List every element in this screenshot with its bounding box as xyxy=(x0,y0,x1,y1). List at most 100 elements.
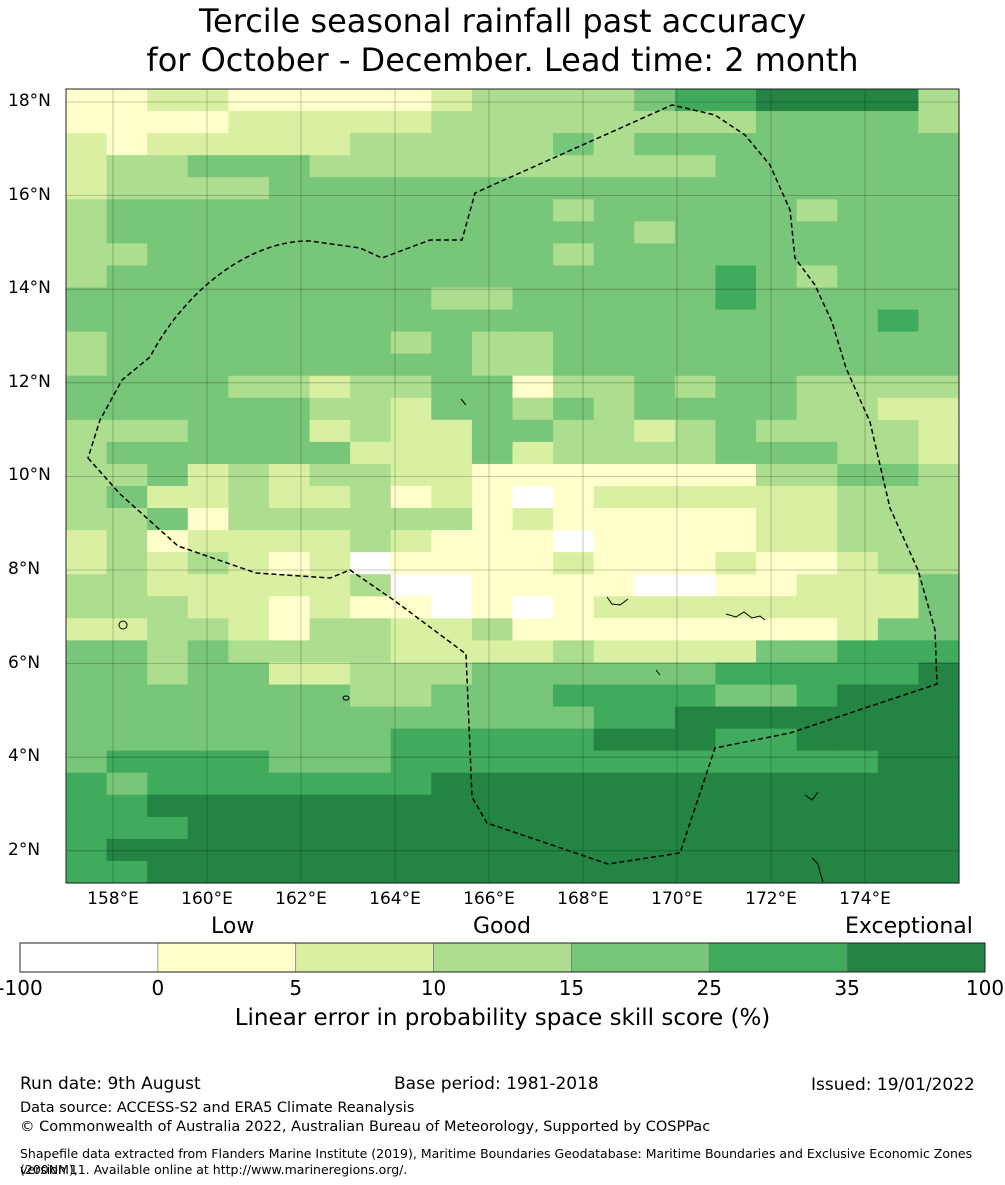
grid-cell xyxy=(918,596,960,619)
grid-cell xyxy=(390,860,432,884)
grid-cell xyxy=(918,243,960,267)
grid-cell xyxy=(715,750,757,774)
grid-cell xyxy=(471,706,514,730)
grid-cell xyxy=(512,419,554,443)
grid-cell xyxy=(593,596,635,619)
grid-cell xyxy=(147,838,189,862)
grid-cell xyxy=(756,574,798,597)
grid-cell xyxy=(756,552,798,575)
grid-cell xyxy=(634,618,676,641)
grid-cell xyxy=(350,243,392,267)
grid-cell xyxy=(553,177,595,200)
grid-cell xyxy=(309,552,351,575)
grid-cell xyxy=(187,463,229,487)
grid-cell xyxy=(553,552,595,575)
grid-cell xyxy=(796,463,838,487)
grid-cell xyxy=(512,508,554,531)
grid-cell xyxy=(471,287,514,311)
grid-cell xyxy=(350,133,392,156)
grid-cell xyxy=(756,728,798,752)
grid-cell xyxy=(187,353,229,377)
grid-cell xyxy=(431,177,473,200)
grid-cell xyxy=(268,243,311,267)
grid-cell xyxy=(471,309,514,333)
grid-cell xyxy=(877,287,920,311)
grid-cell xyxy=(350,706,392,730)
grid-cell xyxy=(593,111,635,134)
grid-cell xyxy=(715,816,757,840)
grid-cell xyxy=(877,860,920,884)
grid-cell xyxy=(877,133,920,156)
grid-cell xyxy=(674,309,717,333)
grid-cell xyxy=(634,463,676,487)
grid-cell xyxy=(187,155,229,178)
grid-cell xyxy=(471,265,514,289)
grid-cell xyxy=(350,684,392,708)
grid-cell xyxy=(187,441,229,465)
grid-cell xyxy=(431,486,473,509)
grid-cell xyxy=(634,265,676,289)
grid-cell xyxy=(837,177,879,200)
grid-cell xyxy=(228,111,270,134)
grid-cell xyxy=(837,728,879,752)
grid-cell xyxy=(715,508,757,531)
grid-cell xyxy=(553,772,595,796)
grid-cell xyxy=(66,728,108,752)
grid-cell xyxy=(228,441,270,465)
category-label-exceptional: Exceptional xyxy=(845,914,973,939)
grid-cell xyxy=(715,331,757,355)
grid-cell xyxy=(66,353,108,377)
grid-cell xyxy=(471,618,514,641)
grid-cell xyxy=(512,662,554,686)
grid-cell xyxy=(634,287,676,311)
grid-cell xyxy=(309,243,351,267)
grid-cell xyxy=(674,463,717,487)
grid-cell xyxy=(228,463,270,487)
grid-cell xyxy=(593,552,635,575)
grid-cell xyxy=(187,772,229,796)
grid-cell xyxy=(431,199,473,222)
grid-cell xyxy=(877,397,920,421)
grid-cell xyxy=(268,662,311,686)
grid-cell xyxy=(431,750,473,774)
grid-cell xyxy=(674,618,717,641)
grid-cell xyxy=(553,199,595,222)
category-label-low: Low xyxy=(211,914,255,939)
grid-cell xyxy=(796,838,838,862)
grid-cell xyxy=(512,596,554,619)
grid-cell xyxy=(918,772,960,796)
grid-cell xyxy=(918,353,960,377)
grid-cell xyxy=(147,309,189,333)
grid-cell xyxy=(634,728,676,752)
longitude-label: 162°E xyxy=(275,889,327,909)
grid-cell xyxy=(350,331,392,355)
grid-cell xyxy=(837,111,879,134)
grid-cell xyxy=(837,221,879,244)
grid-cell xyxy=(837,441,879,465)
grid-cell xyxy=(268,486,311,509)
grid-cell xyxy=(228,794,270,818)
grid-cell xyxy=(309,860,351,884)
grid-cell xyxy=(796,618,838,641)
grid-cell xyxy=(837,684,879,708)
grid-cell xyxy=(512,860,554,884)
grid-cell xyxy=(66,508,108,531)
grid-cell xyxy=(147,860,189,884)
grid-cell xyxy=(837,133,879,156)
grid-cell xyxy=(877,618,920,641)
grid-cell xyxy=(918,508,960,531)
grid-cell xyxy=(187,816,229,840)
colorbar-segment xyxy=(846,942,986,973)
grid-cell xyxy=(471,640,514,664)
grid-cell xyxy=(674,596,717,619)
grid-cell xyxy=(796,397,838,421)
grid-cell xyxy=(593,640,635,664)
grid-cell xyxy=(512,794,554,818)
grid-cell xyxy=(431,463,473,487)
grid-cell xyxy=(634,199,676,222)
grid-cell xyxy=(877,463,920,487)
grid-cell xyxy=(715,640,757,664)
grid-cell xyxy=(350,397,392,421)
grid-cell xyxy=(147,397,189,421)
grid-cell xyxy=(837,552,879,575)
